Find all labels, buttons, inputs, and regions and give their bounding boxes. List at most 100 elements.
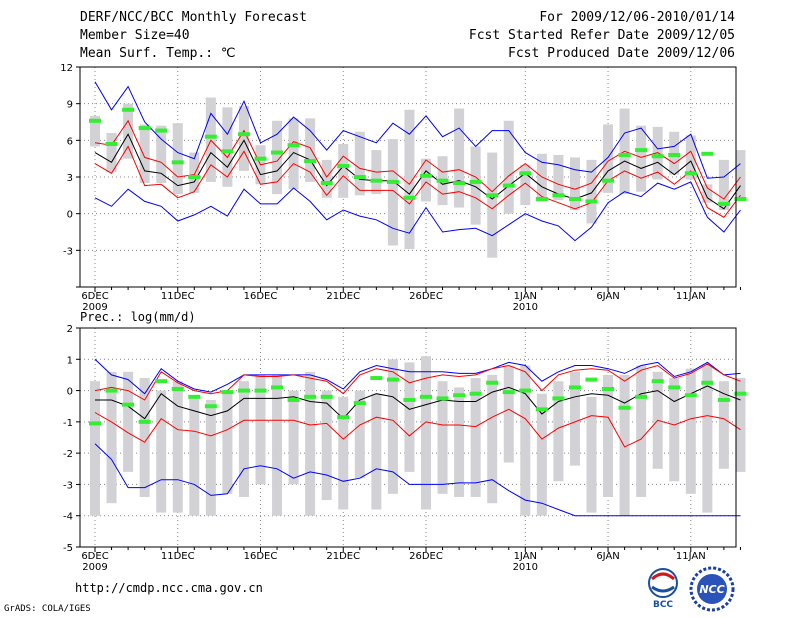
ens-mean-marker — [320, 394, 333, 399]
ensemble-box — [172, 381, 183, 513]
ens-mean-marker — [353, 175, 366, 179]
ens-mean-marker — [155, 128, 168, 133]
ens-mean-marker — [635, 394, 648, 399]
ens-mean-marker — [502, 183, 515, 188]
ensemble-box — [288, 118, 299, 190]
ensemble-box — [90, 115, 100, 147]
ens-mean-marker — [237, 388, 250, 393]
ens-mean-marker — [453, 181, 466, 186]
x-tick-label: 1JAN — [514, 291, 537, 302]
ensemble-box — [503, 365, 514, 463]
ensemble-box — [470, 378, 481, 497]
ensemble-box — [586, 396, 597, 513]
ensemble-box — [90, 381, 100, 516]
ens-mean-marker — [254, 156, 267, 161]
sd-low-line — [94, 408, 741, 448]
ensemble-box — [189, 152, 200, 193]
y-tick-label: 0 — [67, 387, 73, 398]
ens-mean-marker — [585, 377, 598, 382]
ens-mean-marker — [188, 175, 201, 179]
ens-mean-marker — [436, 396, 449, 401]
ens-mean-marker — [486, 193, 499, 198]
min-line — [94, 443, 741, 517]
ensemble-box — [503, 120, 514, 214]
ens-mean-marker — [568, 385, 581, 390]
source-url[interactable]: http://cmdp.ncc.cma.gov.cn — [75, 581, 263, 595]
ensemble-box — [421, 356, 431, 510]
x-tick-label: 26DEC — [409, 551, 443, 562]
ens-mean-marker — [602, 387, 615, 392]
ensemble-box — [106, 371, 117, 504]
ensemble-box — [454, 387, 465, 497]
ens-mean-marker — [618, 405, 631, 410]
ensemble-box — [354, 390, 365, 479]
y-tick-label: 1 — [67, 355, 73, 366]
ens-mean-marker — [668, 153, 681, 157]
x-tick-label: 26DEC — [409, 291, 443, 302]
ens-mean-marker — [635, 148, 648, 153]
ens-mean-marker — [155, 379, 168, 384]
forecast-period: For 2009/12/06-2010/01/14 — [539, 10, 735, 25]
ens-mean-marker — [701, 151, 714, 156]
ens-mean-marker — [734, 391, 747, 396]
max-line — [94, 358, 741, 395]
member-size-label: Member Size=40 — [80, 28, 190, 43]
ensemble-box — [338, 144, 349, 198]
mean-line — [94, 133, 741, 210]
ensemble-box — [288, 390, 299, 485]
ens-mean-marker — [651, 379, 664, 384]
ensemble-box — [205, 399, 216, 516]
grads-credit: GrADS: COLA/IGES — [4, 604, 91, 614]
ens-mean-marker — [668, 385, 681, 390]
ens-mean-marker — [370, 376, 383, 381]
ens-mean-marker — [453, 393, 466, 398]
ensemble-box — [735, 150, 746, 198]
ensemble-box — [387, 359, 398, 494]
ens-mean-marker — [271, 385, 284, 390]
forecast-started-date: Fcst Started Refer Date 2009/12/05 — [468, 28, 735, 43]
y-tick-label: 2 — [67, 324, 73, 335]
ens-mean-marker — [701, 380, 714, 385]
ensemble-box — [156, 125, 167, 184]
ensemble-box — [520, 365, 531, 516]
x-tick-label: 16DEC — [244, 291, 278, 302]
ensemble-box — [156, 390, 167, 513]
x-tick-sublabel: 2009 — [82, 302, 107, 313]
ensemble-box — [172, 123, 183, 195]
precip-panel-title: Prec.: log(mm/d) — [80, 310, 196, 324]
ens-mean-marker — [684, 393, 697, 398]
ens-mean-marker — [320, 181, 333, 186]
ensemble-box — [321, 159, 332, 198]
y-tick-label: 9 — [67, 100, 73, 111]
ens-mean-marker — [287, 143, 300, 148]
sd-high-line — [94, 119, 741, 200]
ensemble-box — [123, 371, 134, 472]
x-tick-label: 21DEC — [326, 551, 360, 562]
min-line — [94, 181, 741, 242]
x-tick-sublabel: 2010 — [513, 302, 538, 313]
ensemble-box — [718, 381, 729, 469]
ensemble-box — [603, 124, 614, 193]
ensemble-box — [685, 368, 696, 494]
ens-mean-marker — [237, 132, 250, 137]
ens-mean-marker — [370, 178, 383, 183]
ensemble-box — [520, 164, 531, 206]
x-tick-label: 11JAN — [676, 291, 706, 302]
ens-mean-marker — [221, 390, 234, 395]
ens-mean-marker — [651, 154, 664, 159]
ens-mean-marker — [204, 404, 217, 409]
ensemble-box — [272, 374, 283, 516]
ens-mean-marker — [717, 397, 730, 402]
ens-mean-marker — [552, 193, 565, 198]
ens-mean-marker — [138, 419, 151, 424]
ens-mean-marker — [89, 118, 101, 123]
ensemble-box — [669, 378, 680, 482]
ensemble-box — [569, 371, 580, 466]
y-tick-label: -2 — [63, 449, 73, 460]
chart-title: DERF/NCC/BCC Monthly Forecast — [80, 10, 307, 25]
ensemble-box — [272, 120, 283, 195]
ensemble-box — [454, 108, 465, 208]
ens-mean-marker — [271, 150, 284, 155]
